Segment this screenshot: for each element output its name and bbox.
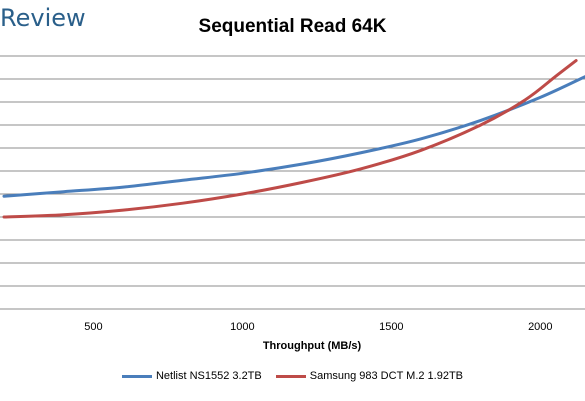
x-tick-label-2: 1500 <box>379 321 403 333</box>
series-line-0 <box>2 75 585 198</box>
x-axis-label: Throughput (MB/s) <box>263 340 362 352</box>
x-tick-label-0: 500 <box>84 321 102 333</box>
legend-swatch-series-1 <box>275 374 306 378</box>
legend-item-series-1: Samsung 983 DCT M.2 1.92TB <box>275 370 464 382</box>
watermark-text: Review <box>0 4 86 32</box>
series-line-1 <box>2 59 578 219</box>
series-lines <box>2 59 585 219</box>
x-tick-label-1: 1000 <box>230 321 254 333</box>
legend-swatch-series-0 <box>121 374 152 378</box>
legend: Netlist NS1552 3.2TB Samsung 983 DCT M.2… <box>0 370 585 382</box>
x-tick-label-3: 2000 <box>528 321 552 333</box>
x-tick-labels: 500 1000 1500 2000 <box>84 321 552 333</box>
legend-label-series-1: Samsung 983 DCT M.2 1.92TB <box>309 370 464 382</box>
legend-label-series-0: Netlist NS1552 3.2TB <box>155 370 262 382</box>
chart-title: Sequential Read 64K <box>198 16 387 37</box>
legend-item-series-0: Netlist NS1552 3.2TB <box>121 370 262 382</box>
gridlines <box>0 55 585 310</box>
